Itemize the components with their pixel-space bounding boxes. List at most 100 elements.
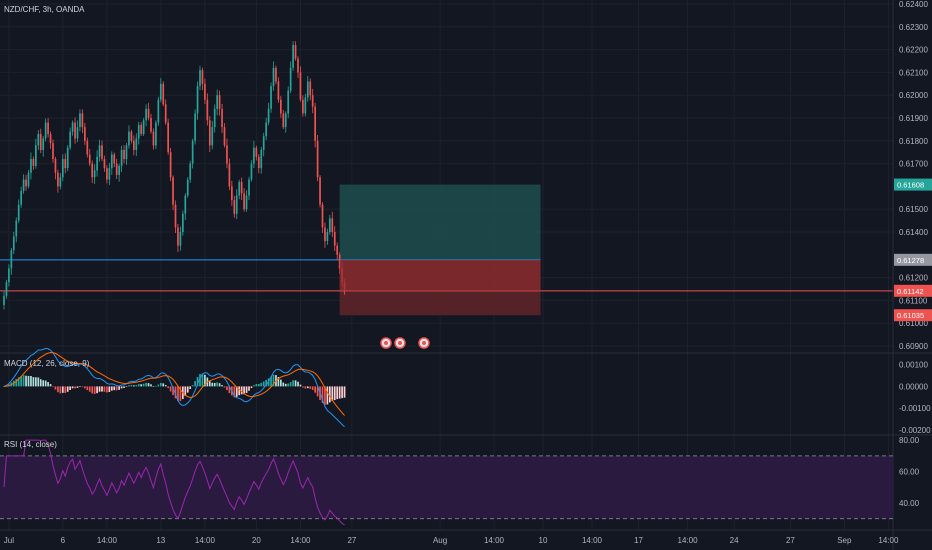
macd-histogram-bar xyxy=(309,386,312,389)
chart-title: NZD/CHF, 3h, OANDA xyxy=(4,5,85,14)
candle-body xyxy=(265,122,267,137)
candle-body xyxy=(272,67,275,87)
candle-body xyxy=(110,154,113,169)
price-label-text: 0.61035 xyxy=(897,311,924,320)
event-flag-icon xyxy=(422,341,426,345)
macd-histogram-bar xyxy=(128,385,130,387)
macd-histogram-bar xyxy=(17,377,20,387)
candle-body xyxy=(280,99,282,114)
macd-histogram-bar xyxy=(157,384,160,387)
macd-histogram-bar xyxy=(37,377,40,387)
price-tick-label: 0.61200 xyxy=(899,274,928,283)
macd-histogram-bar xyxy=(226,386,228,391)
candle-body xyxy=(302,99,304,114)
macd-histogram-bar xyxy=(329,386,331,403)
price-tick-label: 0.61500 xyxy=(899,205,928,214)
rsi-title: RSI (14, close) xyxy=(4,440,57,449)
candle-body xyxy=(49,133,52,144)
macd-histogram-bar xyxy=(15,378,18,387)
price-label-badge xyxy=(894,253,932,266)
macd-tick-label: 0.00100 xyxy=(899,361,928,370)
candle-body xyxy=(297,58,299,73)
time-tick-label: 14:00 xyxy=(582,536,603,545)
macd-axis[interactable]: 0.00100 0.00000 -0.00100 -0.00200 xyxy=(899,361,931,435)
candle-body xyxy=(319,177,321,205)
candle-body xyxy=(191,140,194,164)
macd-histogram-bar xyxy=(250,386,253,389)
macd-histogram-bar xyxy=(169,386,172,392)
macd-histogram-bar xyxy=(3,386,5,387)
candle-body xyxy=(333,232,336,246)
rsi-axis[interactable]: 80.00 60.00 40.00 xyxy=(899,436,920,508)
macd-histogram-bar xyxy=(118,386,120,390)
candle-body xyxy=(47,122,49,134)
rsi-tick-label: 60.00 xyxy=(899,468,920,477)
candle-body xyxy=(336,245,339,255)
candle-body xyxy=(81,113,84,128)
macd-histogram-bar xyxy=(211,382,214,387)
candle-body xyxy=(186,179,189,196)
candle-body xyxy=(27,172,30,187)
candle-body xyxy=(309,81,312,96)
time-tick-label: Sep xyxy=(837,536,852,545)
candle-body xyxy=(184,195,187,214)
price-axis[interactable]: 0.62400 0.62300 0.62200 0.62100 0.62000 0.619… xyxy=(899,0,928,351)
macd-histogram-bar xyxy=(194,381,196,387)
macd-histogram-bar xyxy=(22,375,25,387)
time-axis[interactable]: Jul 6 14:00 13 14:00 20 14:00 27 Aug 14:00 10 14:00… xyxy=(4,536,899,545)
macd-histogram-bar xyxy=(235,386,238,397)
macd-histogram-bar xyxy=(52,386,54,387)
price-tick-label: 0.60900 xyxy=(899,342,928,351)
macd-histogram-bar xyxy=(311,386,314,390)
candle-body xyxy=(182,213,184,232)
time-tick-label: 20 xyxy=(252,536,261,545)
macd-histogram-bar xyxy=(125,386,128,387)
macd-histogram-bar xyxy=(284,383,287,387)
macd-histogram-bar xyxy=(54,386,57,390)
macd-histogram-bar xyxy=(341,386,343,399)
macd-histogram-bar xyxy=(42,380,45,387)
candle-body xyxy=(86,140,89,155)
price-tick-label: 0.61700 xyxy=(899,160,928,169)
candle-body xyxy=(250,163,253,180)
macd-histogram-bar xyxy=(228,386,231,394)
price-tick-label: 0.61800 xyxy=(899,137,928,146)
candle-body xyxy=(262,136,265,150)
candle-body xyxy=(54,159,57,173)
candle-body xyxy=(255,147,258,157)
candle-body xyxy=(3,295,5,305)
macd-histogram-bar xyxy=(336,386,339,400)
macd-histogram-bar xyxy=(150,384,152,387)
macd-histogram-bar xyxy=(101,386,103,392)
candle-body xyxy=(213,108,216,128)
price-label-badge xyxy=(894,284,932,297)
macd-histogram-bar xyxy=(326,386,329,405)
candle-body xyxy=(142,120,145,134)
candle-body xyxy=(329,218,331,232)
target-zone[interactable] xyxy=(339,184,541,260)
economic-events[interactable] xyxy=(380,337,430,349)
macd-histogram-bar xyxy=(306,386,309,389)
candle-body xyxy=(311,95,314,107)
macd-histogram-bar xyxy=(74,386,76,389)
candle-body xyxy=(189,163,192,180)
macd-histogram-bar xyxy=(260,382,263,387)
macd-histogram-bar xyxy=(59,386,62,394)
macd-histogram-bar xyxy=(147,383,150,387)
candle-body xyxy=(299,72,302,100)
price-label-text: 0.61278 xyxy=(897,256,924,265)
candle-body xyxy=(270,86,272,109)
rsi-band xyxy=(0,455,893,519)
macd-histogram-bar xyxy=(201,373,204,387)
candle-body xyxy=(35,145,37,166)
macd-histogram-bar xyxy=(167,386,169,389)
macd-pane xyxy=(3,347,346,428)
macd-histogram-bar xyxy=(110,386,113,391)
macd-tick-label: 0.00000 xyxy=(899,382,928,391)
price-tick-label: 0.61400 xyxy=(899,228,928,237)
macd-histogram-bar xyxy=(280,379,282,387)
macd-histogram-bar xyxy=(331,386,334,401)
macd-histogram-bar xyxy=(245,386,248,393)
time-tick-label: 24 xyxy=(730,536,739,545)
